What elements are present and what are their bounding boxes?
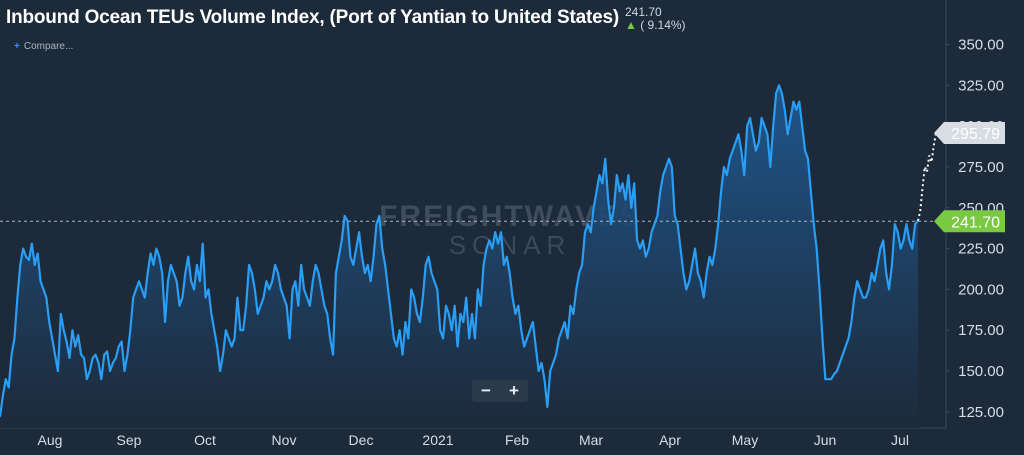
chart-title: Inbound Ocean TEUs Volume Index, (Port o… bbox=[6, 7, 619, 28]
x-tick-label: Aug bbox=[38, 432, 63, 448]
x-tick-label: Sep bbox=[117, 432, 142, 448]
x-tick-label: 2021 bbox=[422, 432, 453, 448]
last-value-box: 241.70 ▲ ( 9.14%) bbox=[625, 6, 686, 32]
chart-header: Inbound Ocean TEUs Volume Index, (Port o… bbox=[6, 6, 686, 32]
y-tick-label: 225.00 bbox=[958, 241, 1004, 258]
x-tick-label: Apr bbox=[659, 432, 681, 448]
forecast-value-tag-label: 295.79 bbox=[951, 126, 1000, 143]
x-tick-label: Nov bbox=[272, 432, 297, 448]
zoom-control: − + bbox=[472, 380, 528, 402]
x-tick-label: Jul bbox=[891, 432, 909, 448]
y-tick-label: 325.00 bbox=[958, 77, 1004, 94]
plus-icon: + bbox=[14, 41, 20, 52]
forecast-line bbox=[917, 132, 937, 222]
last-value-tag-shape bbox=[934, 210, 1005, 233]
zoom-in-button[interactable]: + bbox=[509, 381, 519, 400]
compare-label: Compare... bbox=[23, 41, 74, 52]
x-tick-label: May bbox=[732, 432, 758, 448]
last-value-tag-label: 241.70 bbox=[951, 214, 1000, 231]
x-tick-label: Mar bbox=[579, 432, 603, 448]
y-tick-label: 175.00 bbox=[958, 322, 1004, 339]
x-tick-label: Feb bbox=[505, 432, 529, 448]
change-value: ▲ ( 9.14%) bbox=[625, 19, 686, 32]
y-tick-label: 150.00 bbox=[958, 363, 1004, 380]
change-percent: ( 9.14%) bbox=[640, 18, 686, 32]
last-value: 241.70 bbox=[624, 5, 662, 19]
y-tick-label: 125.00 bbox=[958, 404, 1004, 421]
zoom-out-button[interactable]: − bbox=[481, 381, 491, 400]
compare-button[interactable]: + Compare... bbox=[14, 41, 73, 52]
x-tick-label: Dec bbox=[349, 432, 374, 448]
y-tick-label: 350.00 bbox=[958, 36, 1004, 53]
x-tick-label: Jun bbox=[814, 432, 837, 448]
y-tick-label: 275.00 bbox=[958, 159, 1004, 176]
forecast-value-tag-shape bbox=[934, 121, 1005, 144]
series-line bbox=[0, 84, 919, 417]
forecast-value-tag: 295.79 bbox=[934, 121, 1005, 144]
y-tick-label: 200.00 bbox=[958, 281, 1004, 298]
x-tick-label: Oct bbox=[194, 432, 216, 448]
last-value-tag: 241.70 bbox=[934, 210, 1005, 233]
up-arrow-icon: ▲ bbox=[624, 18, 637, 32]
watermark-line2: SONAR bbox=[449, 230, 571, 260]
